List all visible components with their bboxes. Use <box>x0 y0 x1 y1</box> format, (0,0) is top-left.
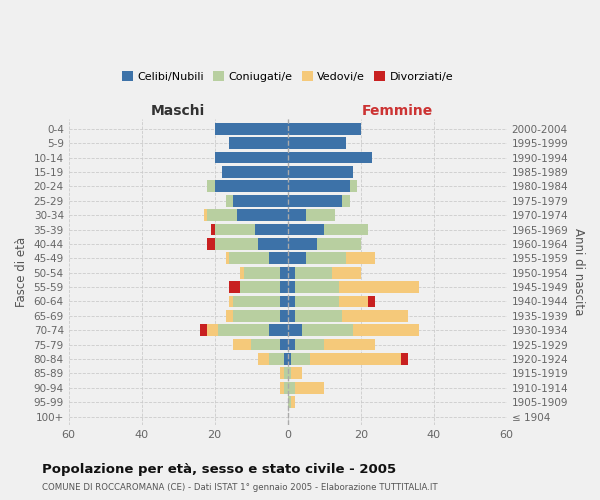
Bar <box>292 368 302 380</box>
Bar <box>295 281 339 293</box>
Bar <box>208 180 215 192</box>
Bar <box>259 353 269 365</box>
Bar <box>208 209 236 221</box>
Text: Popolazione per età, sesso e stato civile - 2005: Popolazione per età, sesso e stato civil… <box>42 462 396 475</box>
Bar <box>331 267 361 278</box>
Bar <box>269 353 284 365</box>
Bar <box>287 382 295 394</box>
Bar <box>287 338 295 350</box>
Bar <box>350 180 357 192</box>
Bar <box>259 238 287 250</box>
Bar <box>287 324 302 336</box>
Bar <box>284 382 287 394</box>
Bar <box>287 152 371 164</box>
Bar <box>280 382 284 394</box>
Legend: Celibi/Nubili, Coniugati/e, Vedovi/e, Divorziati/e: Celibi/Nubili, Coniugati/e, Vedovi/e, Di… <box>120 69 455 84</box>
Bar <box>226 195 233 206</box>
Bar <box>339 296 368 308</box>
Bar <box>287 209 306 221</box>
Bar <box>287 353 292 365</box>
Bar <box>302 324 353 336</box>
Bar <box>287 252 306 264</box>
Bar <box>280 310 287 322</box>
Text: Femmine: Femmine <box>362 104 433 118</box>
Bar <box>244 267 280 278</box>
Bar <box>317 238 361 250</box>
Bar <box>236 209 287 221</box>
Bar <box>339 281 419 293</box>
Y-axis label: Anni di nascita: Anni di nascita <box>572 228 585 316</box>
Bar <box>368 296 376 308</box>
Bar <box>287 138 346 149</box>
Bar <box>226 252 229 264</box>
Bar <box>324 338 376 350</box>
Bar <box>229 138 287 149</box>
Bar <box>353 324 419 336</box>
Bar <box>310 353 401 365</box>
Text: Maschi: Maschi <box>151 104 205 118</box>
Bar <box>269 252 287 264</box>
Y-axis label: Fasce di età: Fasce di età <box>15 237 28 307</box>
Bar <box>215 152 287 164</box>
Bar <box>284 353 287 365</box>
Bar <box>292 396 295 408</box>
Bar <box>287 396 292 408</box>
Bar <box>233 338 251 350</box>
Bar <box>343 195 350 206</box>
Bar <box>215 123 287 134</box>
Bar <box>306 252 346 264</box>
Bar <box>287 123 361 134</box>
Bar <box>204 209 208 221</box>
Bar <box>240 281 280 293</box>
Bar <box>284 368 287 380</box>
Bar <box>292 353 310 365</box>
Bar <box>401 353 408 365</box>
Bar <box>218 324 269 336</box>
Bar <box>215 180 287 192</box>
Bar <box>346 252 376 264</box>
Bar <box>233 310 280 322</box>
Bar <box>226 310 233 322</box>
Bar <box>280 296 287 308</box>
Bar <box>240 267 244 278</box>
Bar <box>306 209 335 221</box>
Bar <box>233 195 287 206</box>
Bar <box>287 267 295 278</box>
Bar <box>287 296 295 308</box>
Bar <box>208 238 215 250</box>
Bar <box>287 238 317 250</box>
Text: COMUNE DI ROCCAROMANA (CE) - Dati ISTAT 1° gennaio 2005 - Elaborazione TUTTITALI: COMUNE DI ROCCAROMANA (CE) - Dati ISTAT … <box>42 484 437 492</box>
Bar <box>280 267 287 278</box>
Bar <box>295 310 343 322</box>
Bar <box>215 224 255 235</box>
Bar <box>255 224 287 235</box>
Bar <box>287 195 343 206</box>
Bar <box>287 224 324 235</box>
Bar <box>280 281 287 293</box>
Bar <box>215 238 259 250</box>
Bar <box>287 281 295 293</box>
Bar <box>295 267 331 278</box>
Bar <box>208 324 218 336</box>
Bar <box>200 324 208 336</box>
Bar <box>222 166 287 178</box>
Bar <box>211 224 215 235</box>
Bar <box>287 180 350 192</box>
Bar <box>229 252 269 264</box>
Bar <box>287 166 353 178</box>
Bar <box>233 296 280 308</box>
Bar <box>287 368 292 380</box>
Bar <box>324 224 368 235</box>
Bar <box>295 382 324 394</box>
Bar <box>287 310 295 322</box>
Bar <box>269 324 287 336</box>
Bar <box>229 281 240 293</box>
Bar <box>343 310 408 322</box>
Bar <box>295 338 324 350</box>
Bar <box>295 296 339 308</box>
Bar <box>251 338 280 350</box>
Bar <box>280 338 287 350</box>
Bar <box>229 296 233 308</box>
Bar <box>280 368 284 380</box>
